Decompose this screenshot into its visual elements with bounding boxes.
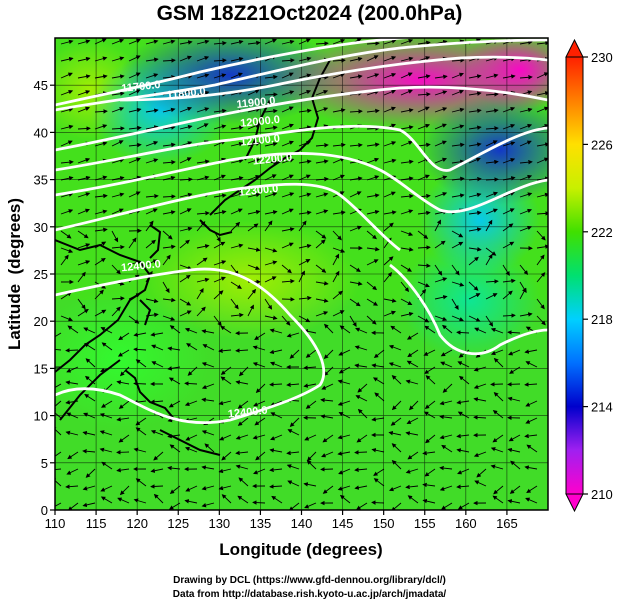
colorbar-tick-label: 218 (591, 312, 613, 327)
contour-label: 12400.0 (121, 258, 162, 274)
x-tick-label: 160 (455, 516, 477, 531)
x-tick-label: 115 (86, 516, 107, 531)
colorbar-tick-label: 226 (591, 137, 613, 152)
contour-label: 11700.0 (121, 79, 161, 95)
colorbar-tick-label: 210 (591, 487, 613, 502)
credit-dcl: Drawing by DCL (https://www.gfd-dennou.o… (173, 575, 446, 586)
x-tick-label: 130 (208, 516, 230, 531)
contour-label: 12000.0 (240, 114, 281, 130)
y-tick-label: 45 (34, 78, 48, 93)
y-tick-label: 35 (34, 173, 48, 188)
credit-data-source: Data from http://database.rish.kyoto-u.a… (172, 589, 447, 600)
colorbar-tick-label: 222 (591, 225, 613, 240)
contour-label: 12300.0 (238, 183, 279, 199)
y-tick-label: 15 (34, 361, 48, 376)
contour-label: 11900.0 (236, 95, 276, 111)
y-tick-label: 25 (34, 267, 48, 282)
contour-labels: 11700.0 11800.0 11900.0 12000.0 12100.0 12200… (121, 79, 293, 421)
y-tick-label: 30 (34, 220, 48, 235)
contour-label: 12200.0 (252, 152, 293, 168)
y-tick-label: 20 (34, 314, 48, 329)
x-tick-label: 165 (496, 516, 518, 531)
y-axis-label: Latitude (degrees) (5, 198, 24, 350)
x-tick-label: 150 (373, 516, 395, 531)
temperature-field (55, 38, 548, 510)
x-tick-label: 145 (332, 516, 354, 531)
y-tick-label: 5 (41, 456, 48, 471)
grid (55, 38, 548, 510)
colorbar-tick-label: 214 (591, 400, 613, 415)
y-tick-label: 40 (34, 125, 48, 140)
x-tick-label: 125 (167, 516, 189, 531)
contour-label: 12100.0 (240, 133, 281, 149)
colorbar: 210 214 218 222 226 230 (565, 38, 613, 513)
contour-label: 11800.0 (166, 86, 206, 102)
x-axis: 110 115 120 125 130 135 140 145 150 155 160 165 (45, 510, 518, 531)
colorbar-top-arrow (565, 38, 584, 58)
height-contours (55, 38, 548, 425)
x-tick-label: 120 (126, 516, 148, 531)
y-axis: 0 5 10 15 20 25 30 35 40 45 (34, 78, 55, 518)
contour-label: 12400.0 (227, 405, 268, 421)
x-tick-label: 155 (414, 516, 436, 531)
x-axis-label: Longitude (degrees) (219, 540, 382, 559)
colorbar-bottom-arrow (565, 493, 584, 513)
x-tick-label: 110 (45, 516, 66, 531)
y-tick-label: 0 (41, 503, 48, 518)
y-tick-label: 10 (34, 409, 48, 424)
x-tick-label: 135 (250, 516, 272, 531)
map-title: GSM 18Z21Oct2024 (200.0hPa) (156, 2, 463, 25)
x-tick-label: 140 (291, 516, 313, 531)
map-figure: 11700.0 11800.0 11900.0 12000.0 12100.0 12200… (5, 37, 613, 559)
colorbar-tick-label: 230 (591, 50, 613, 65)
